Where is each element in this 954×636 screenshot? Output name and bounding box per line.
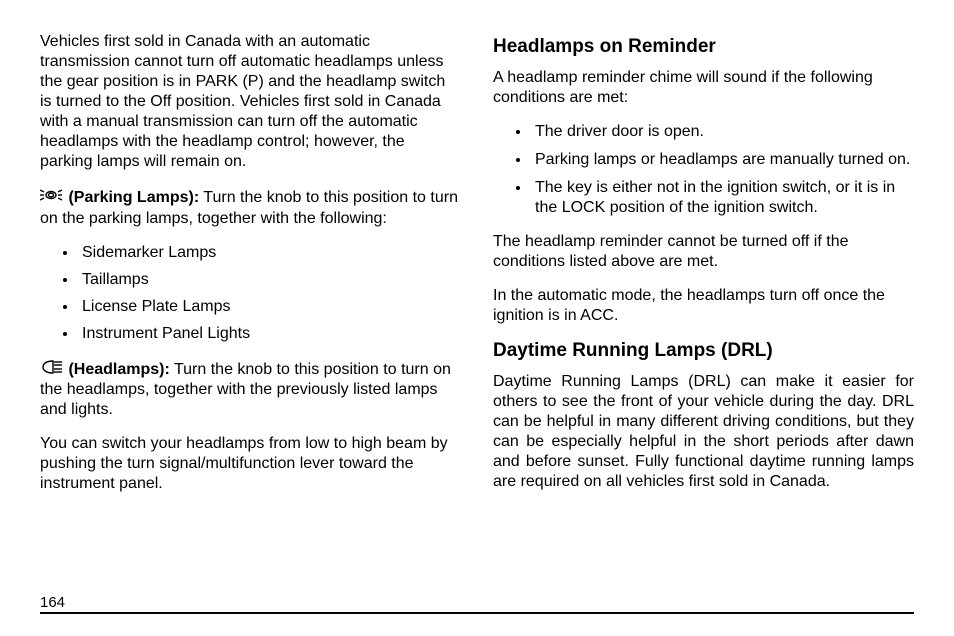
headlamps-label: (Headlamps): [68,361,169,378]
drl-paragraph: Daytime Running Lamps (DRL) can make it … [493,372,914,492]
parking-lamps-def: (Parking Lamps): Turn the knob to this p… [40,186,461,229]
list-item: Taillamps [78,270,461,290]
heading-reminder: Headlamps on Reminder [493,36,914,58]
page-columns: Vehicles first sold in Canada with an au… [40,32,914,582]
intro-paragraph: Vehicles first sold in Canada with an au… [40,32,461,172]
headlamps-def: (Headlamps): Turn the knob to this posit… [40,358,461,421]
page-number: 164 [40,594,65,611]
list-item: Instrument Panel Lights [78,324,461,344]
reminder-note2: In the automatic mode, the headlamps tur… [493,286,914,326]
reminder-intro: A headlamp reminder chime will sound if … [493,68,914,108]
right-column: Headlamps on Reminder A headlamp reminde… [493,32,914,582]
list-item: License Plate Lamps [78,297,461,317]
list-item: Sidemarker Lamps [78,243,461,263]
headlamps-icon [40,358,62,381]
parking-lamps-list: Sidemarker Lamps Taillamps License Plate… [78,243,461,344]
parking-lamps-label: (Parking Lamps): [68,189,199,206]
reminder-note1: The headlamp reminder cannot be turned o… [493,232,914,272]
list-item: The driver door is open. [531,122,914,142]
left-column: Vehicles first sold in Canada with an au… [40,32,461,582]
beam-paragraph: You can switch your headlamps from low t… [40,434,461,494]
heading-drl: Daytime Running Lamps (DRL) [493,340,914,362]
reminder-list: The driver door is open. Parking lamps o… [531,122,914,218]
list-item: Parking lamps or headlamps are manually … [531,150,914,170]
parking-lamps-icon [40,186,62,209]
list-item: The key is either not in the ignition sw… [531,178,914,218]
page-footer: 164 [40,612,914,616]
